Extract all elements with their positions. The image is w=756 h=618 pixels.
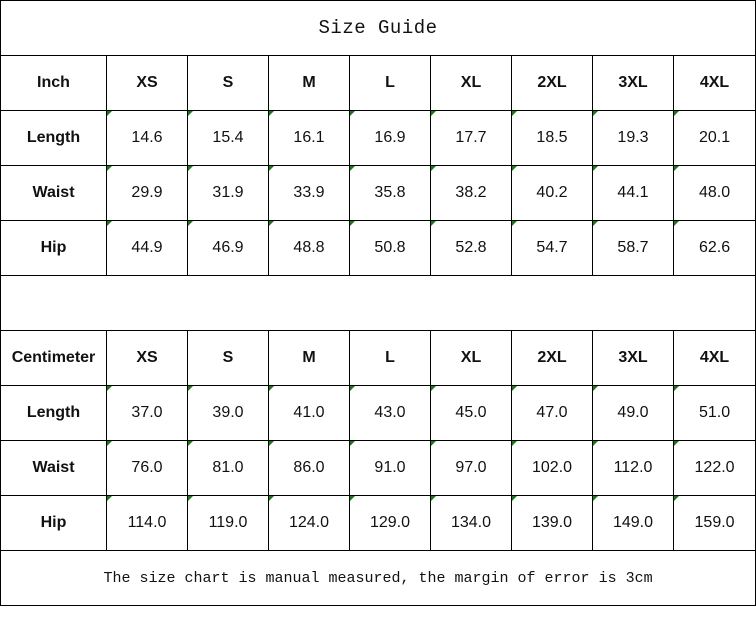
measurement-value: 58.7 — [592, 220, 674, 276]
measurement-value: 48.8 — [268, 220, 350, 276]
measurement-value: 17.7 — [430, 110, 512, 166]
measurement-value: 86.0 — [268, 440, 350, 496]
measurement-value: 54.7 — [511, 220, 593, 276]
measurement-value: 112.0 — [592, 440, 674, 496]
measurement-value: 37.0 — [106, 385, 188, 441]
size-header: S — [187, 55, 269, 111]
size-header: L — [349, 330, 431, 386]
note-row: The size chart is manual measured, the m… — [0, 550, 756, 606]
measurement-label: Waist — [0, 440, 107, 496]
measurement-value: 159.0 — [672, 495, 756, 551]
size-header: XL — [430, 330, 512, 386]
size-header: 4XL — [672, 55, 756, 111]
measurement-value: 47.0 — [511, 385, 593, 441]
measurement-value: 35.8 — [349, 165, 431, 221]
measurement-note: The size chart is manual measured, the m… — [0, 550, 756, 606]
unit-label: Centimeter — [0, 330, 107, 386]
measurement-value: 29.9 — [106, 165, 188, 221]
table-title: Size Guide — [0, 0, 756, 56]
measurement-value: 15.4 — [187, 110, 269, 166]
size-header: XS — [106, 330, 188, 386]
measurement-value: 124.0 — [268, 495, 350, 551]
cm-header-row: Centimeter XS S M L XL 2XL 3XL 4XL — [0, 330, 756, 386]
size-header: XL — [430, 55, 512, 111]
measurement-value: 52.8 — [430, 220, 512, 276]
size-header: 4XL — [672, 330, 756, 386]
table-row: Length 37.0 39.0 41.0 43.0 45.0 47.0 49.0 51.0 — [0, 385, 756, 441]
measurement-value: 14.6 — [106, 110, 188, 166]
measurement-value: 62.6 — [672, 220, 756, 276]
size-header: S — [187, 330, 269, 386]
measurement-value: 39.0 — [187, 385, 269, 441]
table-row: Hip 44.9 46.9 48.8 50.8 52.8 54.7 58.7 62.6 — [0, 220, 756, 276]
measurement-value: 33.9 — [268, 165, 350, 221]
measurement-value: 139.0 — [511, 495, 593, 551]
measurement-value: 97.0 — [430, 440, 512, 496]
measurement-value: 20.1 — [672, 110, 756, 166]
measurement-value: 43.0 — [349, 385, 431, 441]
unit-label: Inch — [0, 55, 107, 111]
inch-header-row: Inch XS S M L XL 2XL 3XL 4XL — [0, 55, 756, 111]
size-header: M — [268, 330, 350, 386]
measurement-value: 102.0 — [511, 440, 593, 496]
measurement-value: 18.5 — [511, 110, 593, 166]
measurement-label: Length — [0, 110, 107, 166]
spacer-row — [0, 275, 756, 331]
measurement-label: Waist — [0, 165, 107, 221]
size-header: 2XL — [511, 330, 593, 386]
measurement-value: 49.0 — [592, 385, 674, 441]
measurement-value: 40.2 — [511, 165, 593, 221]
measurement-value: 76.0 — [106, 440, 188, 496]
measurement-value: 38.2 — [430, 165, 512, 221]
table-row: Hip 114.0 119.0 124.0 129.0 134.0 139.0 149.0 15… — [0, 495, 756, 551]
measurement-label: Hip — [0, 220, 107, 276]
measurement-value: 122.0 — [672, 440, 756, 496]
measurement-value: 16.1 — [268, 110, 350, 166]
table-row: Waist 29.9 31.9 33.9 35.8 38.2 40.2 44.1 48.0 — [0, 165, 756, 221]
measurement-label: Hip — [0, 495, 107, 551]
measurement-value: 48.0 — [672, 165, 756, 221]
size-header: 3XL — [592, 330, 674, 386]
measurement-value: 119.0 — [187, 495, 269, 551]
measurement-value: 50.8 — [349, 220, 431, 276]
size-header: M — [268, 55, 350, 111]
measurement-value: 45.0 — [430, 385, 512, 441]
table-row: Waist 76.0 81.0 86.0 91.0 97.0 102.0 112.0 122.0 — [0, 440, 756, 496]
measurement-value: 16.9 — [349, 110, 431, 166]
measurement-value: 51.0 — [672, 385, 756, 441]
size-header: 2XL — [511, 55, 593, 111]
measurement-value: 44.9 — [106, 220, 188, 276]
measurement-value: 114.0 — [106, 495, 188, 551]
measurement-value: 149.0 — [592, 495, 674, 551]
size-header: L — [349, 55, 431, 111]
table-row: Length 14.6 15.4 16.1 16.9 17.7 18.5 19.3 20.1 — [0, 110, 756, 166]
measurement-value: 19.3 — [592, 110, 674, 166]
measurement-value: 134.0 — [430, 495, 512, 551]
size-header: 3XL — [592, 55, 674, 111]
spacer-cell — [0, 275, 756, 331]
measurement-value: 41.0 — [268, 385, 350, 441]
measurement-value: 46.9 — [187, 220, 269, 276]
measurement-value: 44.1 — [592, 165, 674, 221]
size-header: XS — [106, 55, 188, 111]
measurement-value: 91.0 — [349, 440, 431, 496]
measurement-value: 31.9 — [187, 165, 269, 221]
measurement-label: Length — [0, 385, 107, 441]
measurement-value: 129.0 — [349, 495, 431, 551]
measurement-value: 81.0 — [187, 440, 269, 496]
